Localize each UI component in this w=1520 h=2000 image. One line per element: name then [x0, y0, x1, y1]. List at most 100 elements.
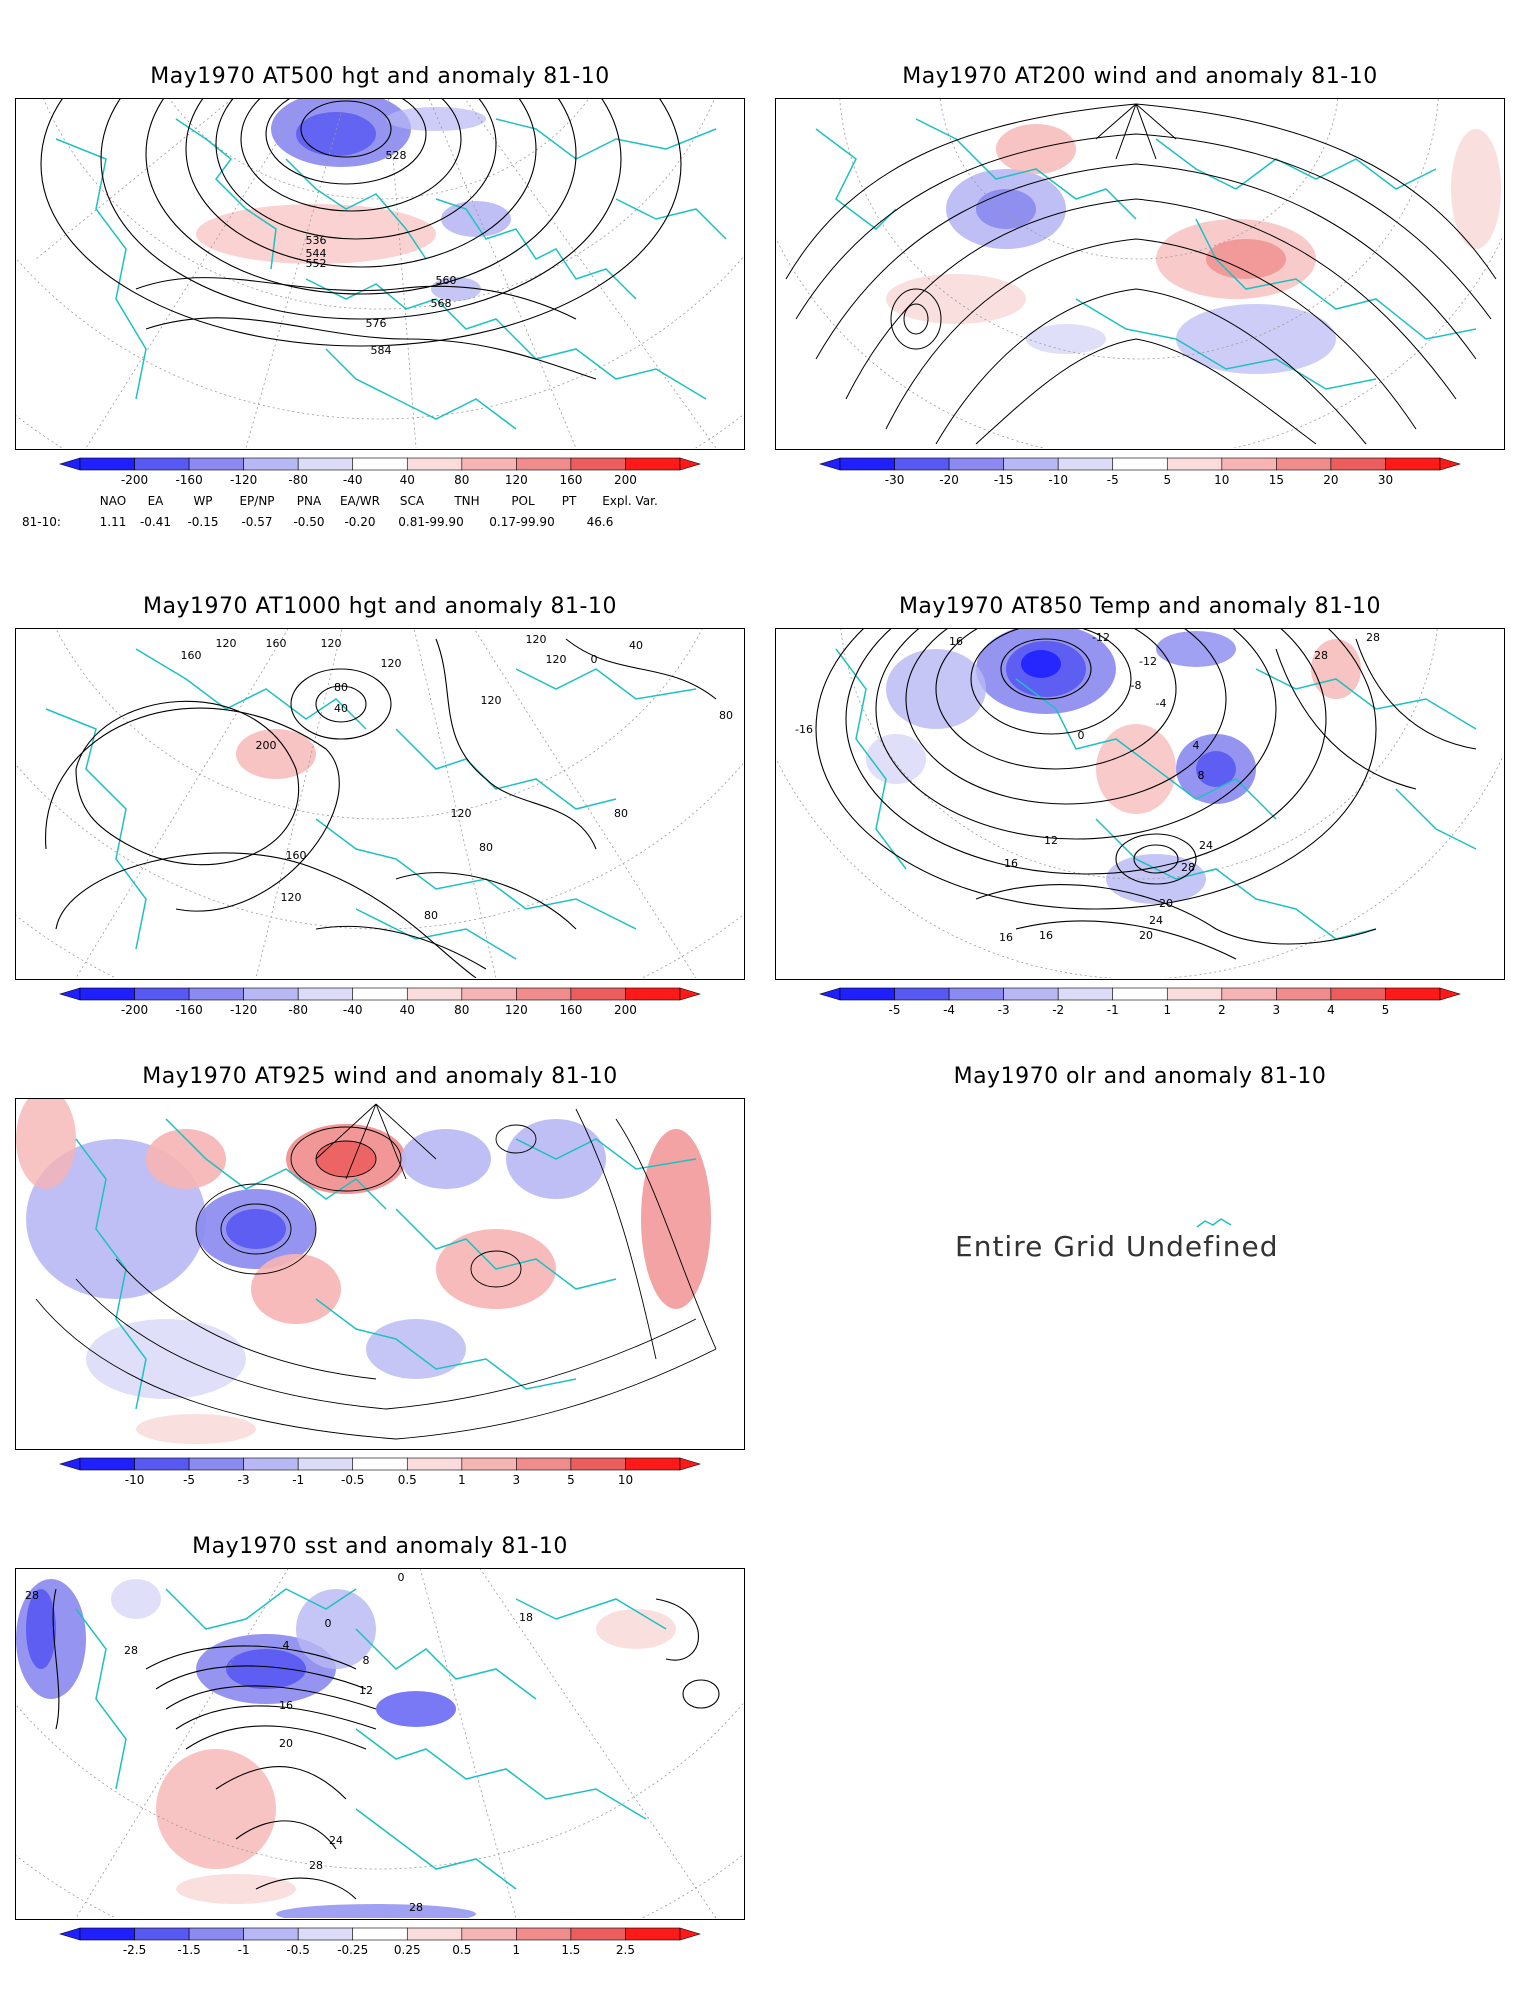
colorbar-tick-label: -30	[885, 473, 905, 487]
colorbar-tick-label: -160	[175, 473, 202, 487]
colorbar-segment	[188, 457, 244, 471]
svg-text:160: 160	[266, 637, 287, 650]
colorbar-segment	[1385, 987, 1441, 1001]
svg-text:20: 20	[279, 1737, 293, 1750]
svg-text:20: 20	[1159, 897, 1173, 910]
colorbar-tick-label: -120	[230, 473, 257, 487]
colorbar-segment	[188, 1927, 244, 1941]
colorbar-tick-label: 0.5	[398, 1473, 417, 1487]
colorbar-segment	[79, 457, 135, 471]
colorbar-tick-label: 5	[1163, 473, 1171, 487]
colorbar-left-arrow	[818, 457, 841, 471]
colorbar-segment	[297, 1927, 354, 1941]
colorbar-segment	[134, 1927, 190, 1941]
colorbar-tick-label: 1.5	[561, 1943, 580, 1957]
svg-text:120: 120	[546, 653, 567, 666]
colorbar-tick-label: -10	[1048, 473, 1068, 487]
svg-text:28: 28	[124, 1644, 138, 1657]
map-z500: 528 536 544 552 560 568 576 584	[15, 98, 745, 450]
svg-text:0: 0	[325, 1617, 332, 1630]
colorbar-segment	[516, 1927, 572, 1941]
colorbar-tick-label: 4	[1327, 1003, 1335, 1017]
colorbar-tick-label: -2.5	[123, 1943, 146, 1957]
svg-text:568: 568	[431, 297, 452, 310]
svg-text:28: 28	[1366, 631, 1380, 644]
coastlines	[55, 118, 727, 430]
colorbar-segment	[1166, 987, 1223, 1001]
colorbar-tick-label: 200	[614, 1003, 637, 1017]
panel-title-z1000: May1970 AT1000 hgt and anomaly 81-10	[143, 594, 617, 619]
colorbar-segment	[625, 457, 681, 471]
colorbar-tick-label: -80	[288, 1003, 308, 1017]
colorbar-u200: -30 -20 -15 -10 -5 5 10 15 20 30	[818, 457, 1462, 498]
colorbar-right-arrow	[1439, 987, 1462, 1001]
svg-text:4: 4	[1193, 739, 1200, 752]
streamlines	[35, 1103, 717, 1440]
colorbar-tick-label: -10	[125, 1473, 145, 1487]
colorbar-tick-label: 40	[400, 473, 415, 487]
colorbar-tick-label: 1	[1163, 1003, 1171, 1017]
colorbar-left-arrow	[58, 1457, 81, 1471]
svg-text:8: 8	[363, 1654, 370, 1667]
svg-text:536: 536	[306, 234, 327, 247]
colorbar-segment	[352, 457, 408, 471]
colorbar-left-arrow	[58, 987, 81, 1001]
coastlines	[835, 648, 1477, 940]
colorbar-tick-label: 2.5	[616, 1943, 635, 1957]
colorbar-segment	[570, 1457, 626, 1471]
colorbar-tick-label: -1	[238, 1943, 250, 1957]
colorbar-tick-label: -0.25	[337, 1943, 368, 1957]
colorbar-right-arrow	[679, 1927, 702, 1941]
svg-text:28: 28	[1314, 649, 1328, 662]
svg-text:40: 40	[334, 702, 348, 715]
colorbar-right-arrow	[679, 1457, 702, 1471]
colorbar-segment	[625, 1457, 681, 1471]
svg-text:16: 16	[999, 931, 1013, 944]
colorbar-segment	[1166, 457, 1223, 471]
graticule	[16, 99, 743, 448]
svg-text:80: 80	[719, 709, 733, 722]
svg-text:16: 16	[949, 635, 963, 648]
colorbar-t850: -5 -4 -3 -2 -1 1 2 3 4 5	[818, 987, 1462, 1028]
colorbar-tick-label: 0.5	[452, 1943, 471, 1957]
colorbar-segment	[134, 987, 190, 1001]
svg-text:0: 0	[1078, 729, 1085, 742]
colorbar-segment	[625, 987, 681, 1001]
colorbar-segment	[352, 987, 408, 1001]
colorbar-segment	[516, 987, 572, 1001]
colorbar-tick-label: -2	[1052, 1003, 1064, 1017]
colorbar-tick-label: -0.5	[341, 1473, 364, 1487]
colorbar-tick-label: 2	[1218, 1003, 1226, 1017]
colorbar-tick-label: 80	[454, 1003, 469, 1017]
colorbar-tick-label: -4	[943, 1003, 955, 1017]
svg-text:160: 160	[286, 849, 307, 862]
colorbar-tick-label: 120	[505, 473, 528, 487]
svg-text:120: 120	[451, 807, 472, 820]
coastlines	[45, 648, 697, 960]
svg-text:120: 120	[526, 633, 547, 646]
anomaly-shading	[16, 1099, 711, 1444]
colorbar-segment	[516, 457, 572, 471]
colorbar-tick-label: 10	[1214, 473, 1229, 487]
undefined-grid-message: Entire Grid Undefined	[955, 1230, 1279, 1263]
colorbar-left-arrow	[58, 457, 81, 471]
svg-text:120: 120	[321, 637, 342, 650]
temperature-contours	[815, 629, 1477, 960]
panel-title-u925: May1970 AT925 wind and anomaly 81-10	[142, 1064, 618, 1089]
colorbar-segment	[406, 1927, 463, 1941]
svg-text:80: 80	[479, 841, 493, 854]
svg-text:-4: -4	[1156, 697, 1167, 710]
colorbar-right-arrow	[1439, 457, 1462, 471]
svg-text:12: 12	[1044, 834, 1058, 847]
colorbar-tick-label: 15	[1269, 473, 1284, 487]
colorbar-tick-label: -40	[343, 473, 363, 487]
colorbar-segment	[243, 1927, 299, 1941]
svg-text:28: 28	[409, 1901, 423, 1914]
colorbar-tick-label: -5	[183, 1473, 195, 1487]
colorbar-tick-label: -5	[889, 1003, 901, 1017]
panel-title-z500: May1970 AT500 hgt and anomaly 81-10	[150, 64, 610, 89]
coastline-fragment	[1196, 1218, 1232, 1228]
colorbar-u925: -10 -5 -3 -1 -0.5 0.5 1 3 5 10	[58, 1457, 702, 1498]
colorbar-segment	[243, 1457, 299, 1471]
colorbar-tick-label: 30	[1378, 473, 1393, 487]
